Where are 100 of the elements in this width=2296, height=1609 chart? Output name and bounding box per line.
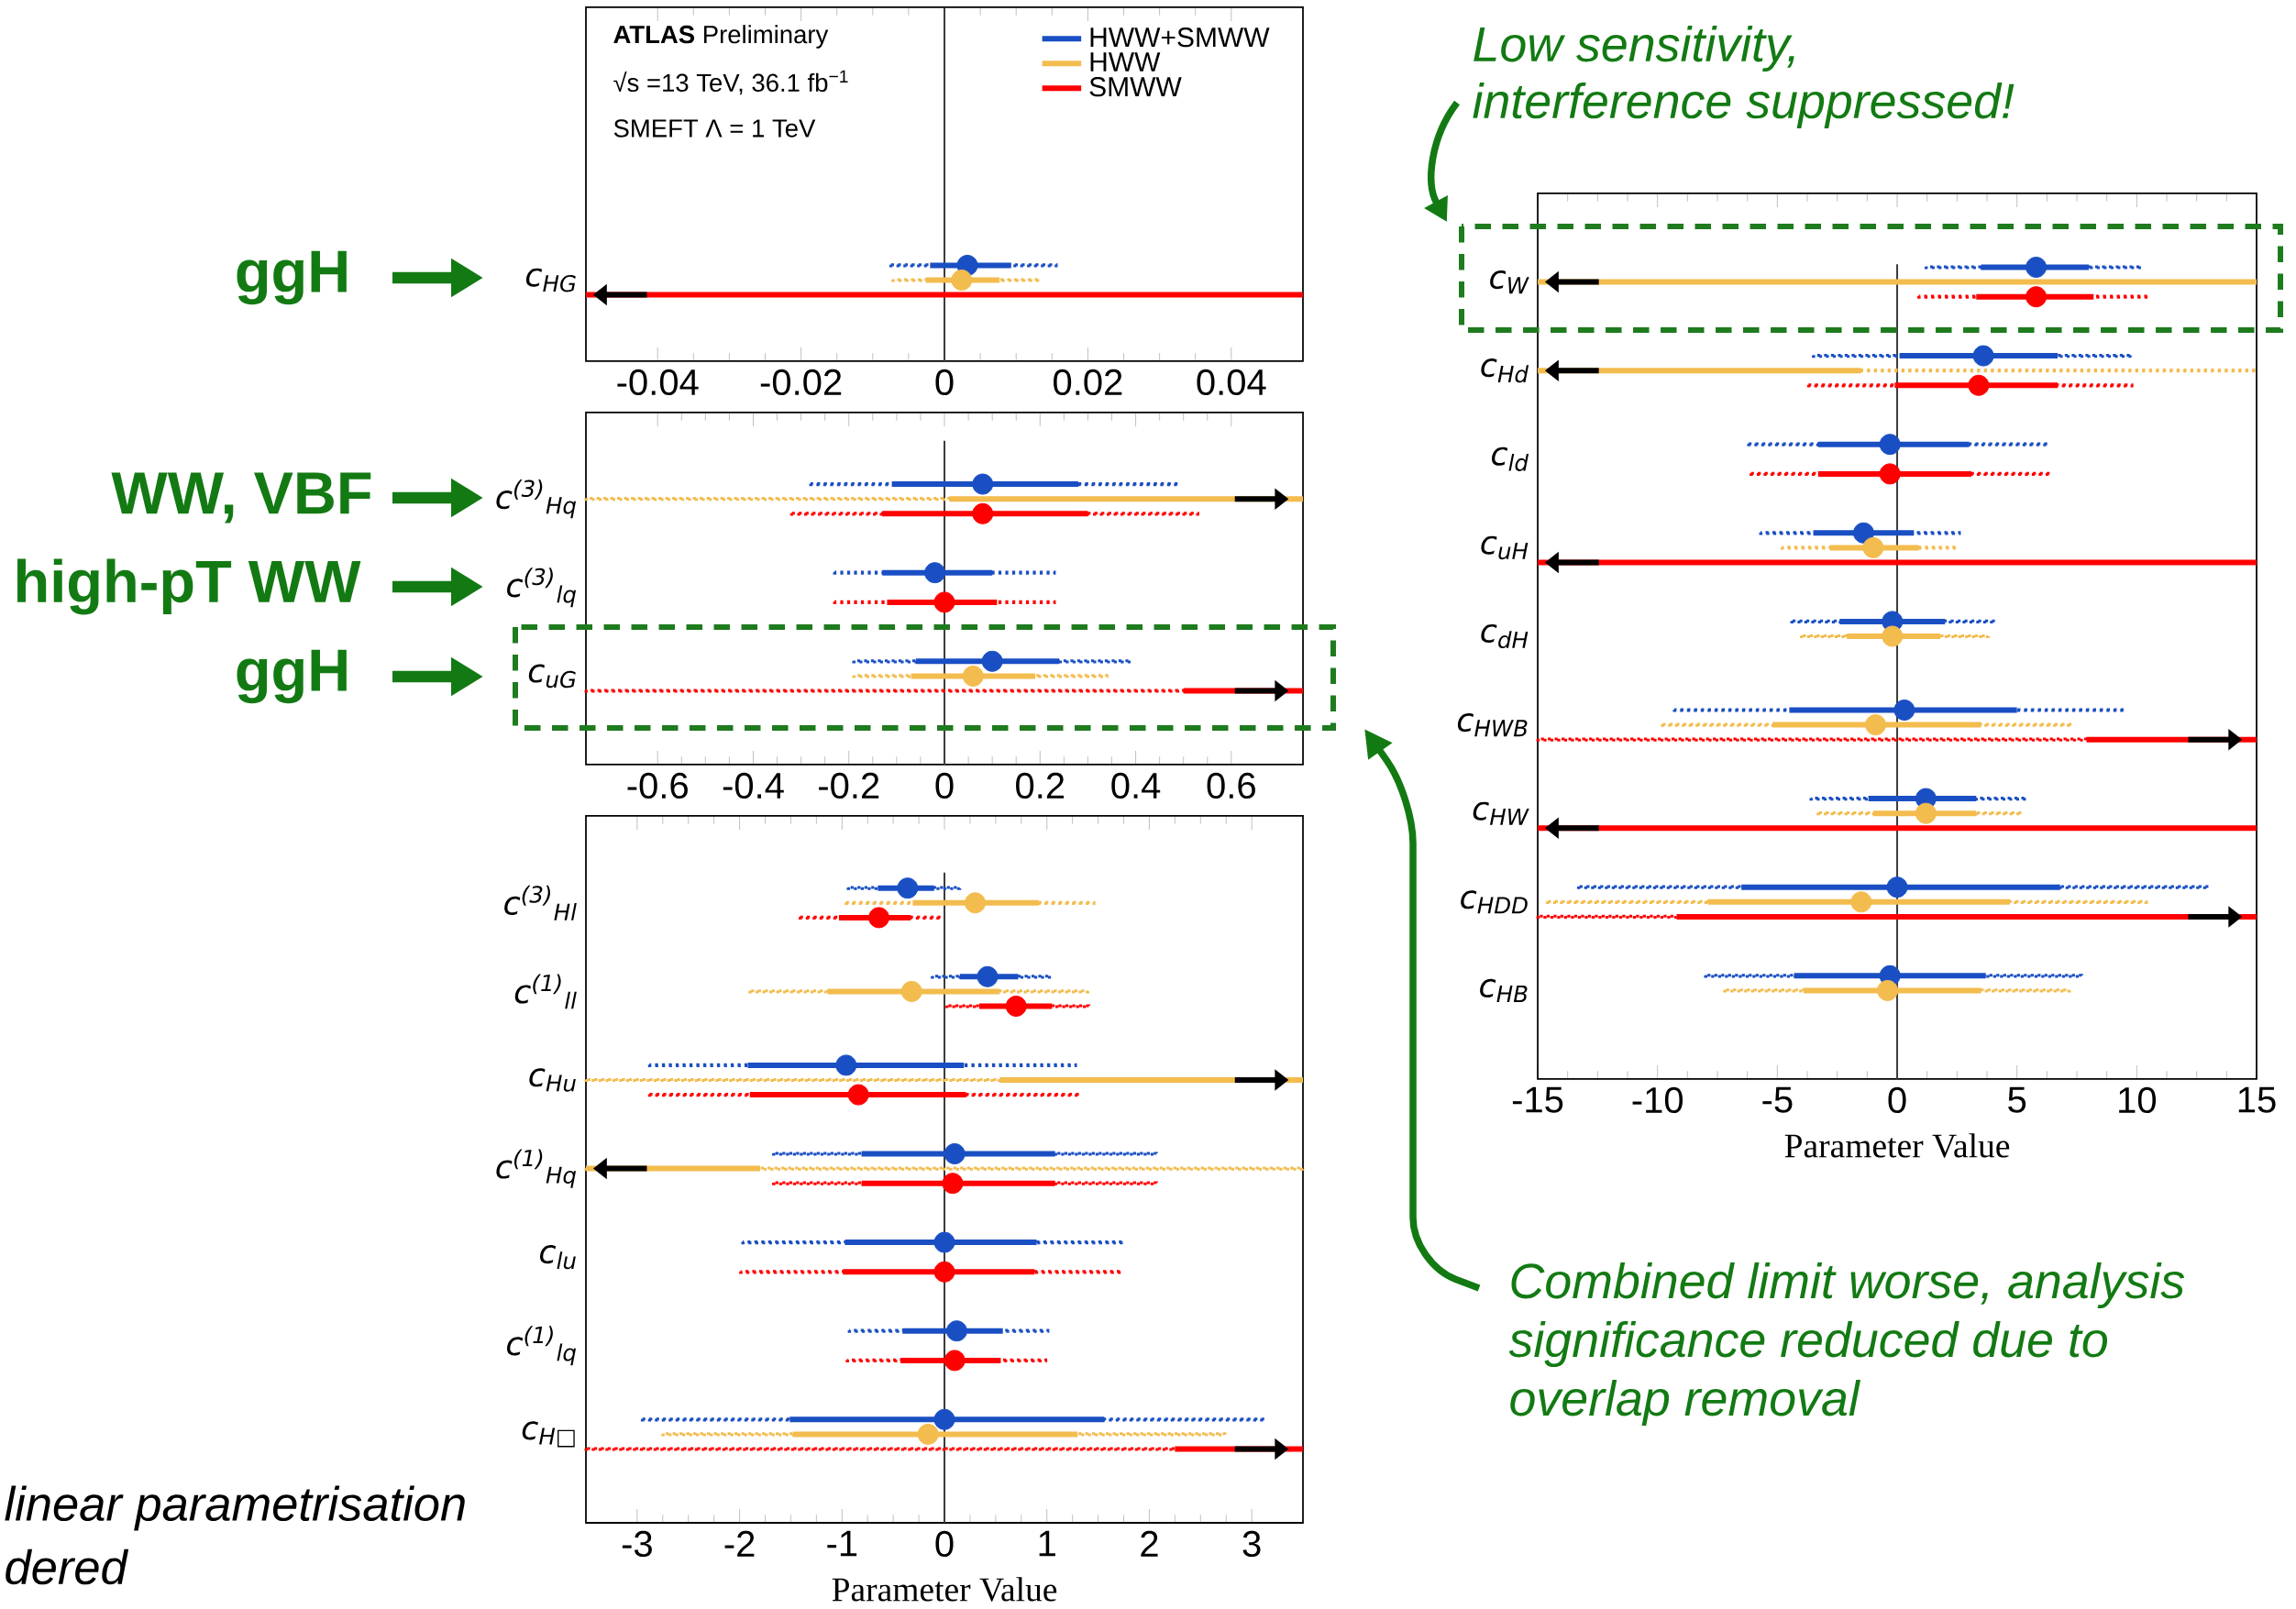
y-tick-label: c$^{(1)}$Hq: [496, 1149, 577, 1188]
bar: [1750, 471, 2052, 476]
point: [977, 965, 999, 987]
bar: [1924, 265, 2144, 270]
point: [924, 562, 946, 584]
y-tick-label: c$_{HW}$: [1473, 801, 1529, 825]
y-tick-label: c$^{(3)}$Hq: [496, 479, 577, 519]
point: [933, 591, 955, 613]
point: [900, 980, 922, 1002]
bar: [1806, 383, 2134, 388]
y-tick-label: c$_{dH}$: [1481, 623, 1529, 649]
point: [2026, 256, 2048, 278]
bar: [1799, 634, 1990, 639]
point: [868, 907, 890, 929]
y-tick-label: c$_{ld}$: [1491, 446, 1529, 471]
point: [944, 1350, 966, 1372]
point: [972, 502, 994, 524]
point: [1850, 891, 1872, 913]
point: [835, 1054, 857, 1076]
point: [945, 1320, 967, 1342]
x-tick-label: 0.2: [1016, 772, 1065, 799]
bar: [1672, 708, 2126, 712]
bar: [1790, 619, 1997, 623]
point: [962, 665, 984, 687]
x-tick-label: -0.6: [627, 772, 688, 799]
bar: [944, 1004, 1091, 1008]
bar: [833, 600, 1056, 604]
x-tick-label: 0.4: [1111, 772, 1161, 799]
bar: [1781, 546, 1959, 550]
legend-label: HWW+SMWW: [1090, 27, 1270, 48]
text: Combined limit worse, analysis: [1511, 1262, 2185, 1309]
point: [1877, 979, 1899, 1001]
x-tick-label: -5: [1762, 1086, 1793, 1113]
point: [933, 1231, 955, 1253]
point: [933, 1261, 955, 1283]
y-tick-label: c$_{Hd}$: [1481, 358, 1529, 383]
y-tick-label: c$_{HDD}$: [1461, 890, 1528, 914]
x-axis-title: Parameter Value: [832, 1577, 1057, 1602]
x-tick-label: 3: [1242, 1530, 1261, 1558]
text: interference suppressed!: [1473, 82, 2015, 128]
x-tick-label: 0: [935, 1530, 954, 1558]
point: [1879, 463, 1901, 485]
point: [933, 1408, 955, 1430]
y-tick-label: c$_{H□}$: [522, 1421, 575, 1448]
annotation: SMEFT Λ = 1 TeV: [613, 119, 816, 138]
y-tick-label: c$^{(1)}$lq: [507, 1326, 577, 1366]
x-tick-label: 0: [1888, 1086, 1906, 1114]
point: [917, 1423, 939, 1445]
x-tick-label: 1: [1039, 1530, 1055, 1557]
annotation: ATLAS Preliminary: [613, 25, 829, 49]
bar: [798, 915, 944, 920]
point: [1852, 522, 1874, 544]
x-axis-title: Parameter Value: [1784, 1133, 2010, 1158]
point: [942, 1173, 964, 1195]
point: [972, 473, 994, 495]
y-tick-label: c$_{uG}$: [528, 664, 576, 689]
bar: [852, 674, 1109, 678]
x-tick-label: 15: [2238, 1086, 2276, 1113]
x-tick-label: -0.4: [723, 772, 784, 799]
y-tick-label: c$^{(3)}$Hl: [504, 885, 577, 920]
point: [1005, 995, 1027, 1017]
y-tick-label: c$^{(3)}$lq: [507, 568, 577, 608]
annotation: √s =13 TeV, 36.1 fb$^{−1}$: [613, 70, 848, 95]
x-tick-label: 0: [935, 772, 954, 799]
text: high-pT WW: [17, 558, 361, 615]
bar: [1538, 825, 2257, 832]
text: Low sensitivity,: [1474, 25, 1794, 72]
x-tick-label: -1: [827, 1530, 857, 1557]
bar: [640, 1417, 1267, 1422]
point: [1886, 876, 1908, 898]
bar: [1723, 988, 2071, 993]
bar: [789, 512, 1199, 516]
x-tick-label: -3: [622, 1530, 652, 1558]
text: ggH: [237, 250, 347, 305]
x-tick-label: 10: [2119, 1086, 2157, 1114]
x-tick-label: 0.02: [1054, 369, 1122, 396]
point: [847, 1084, 869, 1106]
bar: [1545, 899, 2148, 904]
bar: [1759, 531, 1961, 535]
x-tick-label: -0.04: [617, 369, 699, 396]
bar: [739, 1270, 1123, 1274]
y-tick-label: c$_{Hu}$: [529, 1068, 576, 1092]
text: WW, VBF: [111, 472, 371, 523]
x-tick-label: -10: [1632, 1086, 1683, 1114]
y-tick-label: c$_{HG}$: [525, 268, 576, 292]
bar: [661, 1432, 1227, 1437]
x-tick-label: -0.02: [760, 369, 842, 396]
x-tick-label: 0.6: [1207, 772, 1255, 799]
bar: [846, 886, 962, 890]
y-tick-label: c$^{(1)}$ll: [514, 974, 577, 1009]
bar: [833, 570, 1056, 575]
point: [944, 1142, 966, 1164]
x-tick-label: 2: [1141, 1530, 1158, 1557]
y-tick-label: c$_{HB}$: [1480, 978, 1528, 1002]
point: [1968, 374, 1990, 396]
bar: [647, 1063, 1077, 1067]
text: linear parametrisation: [5, 1485, 465, 1531]
bar: [931, 975, 1053, 979]
bar: [771, 1181, 1158, 1185]
bar: [1704, 974, 2083, 978]
